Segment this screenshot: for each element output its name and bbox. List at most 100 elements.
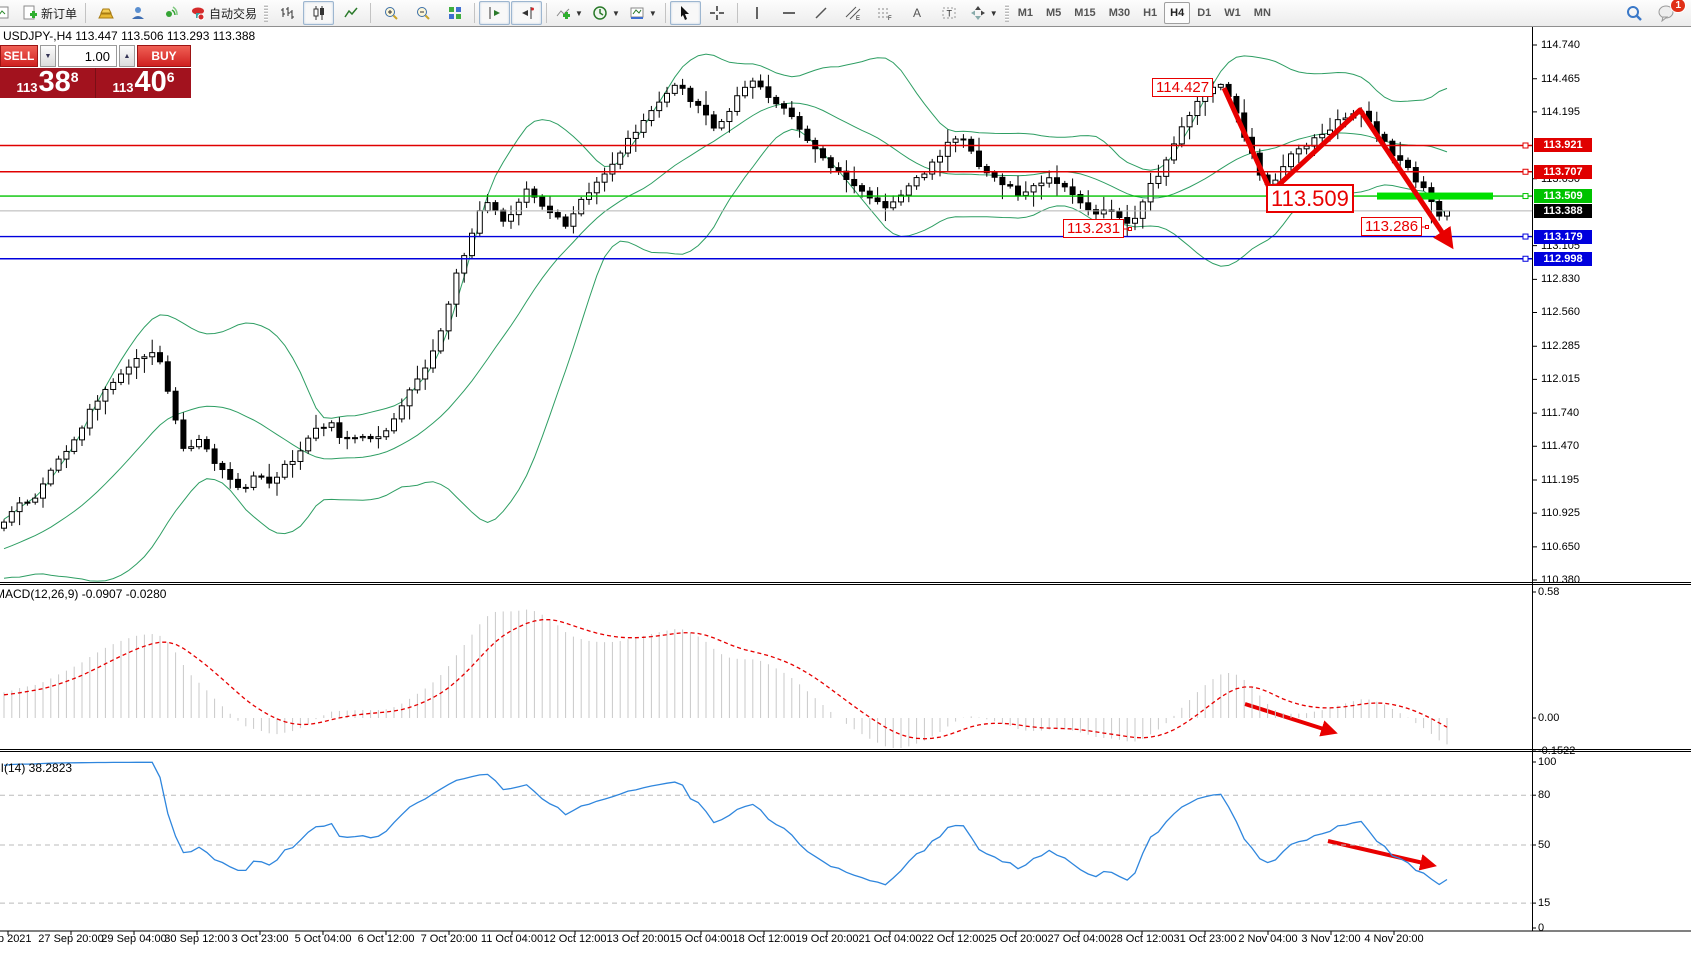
new-chart-button[interactable] — [0, 1, 17, 25]
crosshair-icon — [710, 6, 725, 20]
volume-decrease-button[interactable]: ▼ — [40, 45, 56, 67]
line-chart-icon — [343, 7, 358, 18]
zoom-in-icon — [384, 7, 398, 20]
signals-button[interactable] — [154, 1, 185, 25]
chart-canvas[interactable] — [0, 26, 1691, 948]
notifications-button[interactable]: 1 — [1650, 0, 1686, 25]
indicators-icon — [556, 8, 571, 19]
tab-m30[interactable]: M30 — [1108, 7, 1131, 19]
text-label-button[interactable]: T — [934, 1, 965, 25]
bid-price-main: 38 — [38, 66, 71, 99]
tab-h4[interactable]: H4 — [1164, 2, 1191, 24]
new-order-icon — [23, 5, 37, 20]
toolbar-grip — [1004, 4, 1009, 22]
toolbar-separator — [474, 3, 476, 23]
gold-ingot-icon — [97, 8, 114, 19]
toolbar-separator — [370, 3, 372, 23]
line-chart-button[interactable] — [335, 1, 366, 25]
cursor-button[interactable] — [669, 1, 701, 25]
fibonacci-button[interactable]: F — [870, 1, 901, 25]
volume-increase-button[interactable]: ▲ — [119, 45, 135, 67]
horizontal-line-icon — [783, 12, 796, 14]
toolbar-separator — [85, 3, 87, 23]
bid-price-prefix: 113 — [16, 79, 38, 95]
sell-button[interactable]: SELL — [0, 45, 38, 67]
auto-trading-button[interactable]: 自动交易 — [186, 1, 261, 25]
search-button[interactable] — [1618, 1, 1649, 25]
ask-price[interactable]: 113 40 6 — [96, 68, 191, 98]
tab-h1[interactable]: H1 — [1143, 7, 1158, 19]
toolbar-separator — [546, 3, 548, 23]
auto-trading-label: 自动交易 — [209, 6, 258, 21]
arrows-button[interactable]: ▼ — [966, 1, 1002, 25]
auto-scroll-button[interactable] — [479, 1, 511, 25]
tab-m15[interactable]: M15 — [1074, 7, 1096, 19]
text-button[interactable]: A — [902, 1, 933, 25]
svg-text:F: F — [888, 16, 892, 21]
volume-input[interactable]: 1.00 — [58, 45, 117, 67]
toolbar-separator — [736, 3, 738, 23]
tile-windows-icon — [448, 7, 461, 19]
main-toolbar: 新订单 自动交易 ▼ ▼ — [0, 0, 1691, 27]
dropdown-caret: ▼ — [575, 8, 583, 18]
dropdown-caret: ▼ — [611, 8, 620, 18]
candle-chart-icon — [313, 6, 324, 20]
arrows-shape-icon — [970, 6, 985, 20]
dropdown-caret: ▼ — [989, 8, 998, 18]
periods-clock-icon — [593, 6, 607, 20]
bar-chart-button[interactable] — [271, 1, 302, 25]
crosshair-button[interactable] — [702, 1, 733, 25]
tile-windows-button[interactable] — [439, 1, 470, 25]
cursor-icon — [681, 6, 690, 20]
tab-w1[interactable]: W1 — [1224, 7, 1241, 19]
tab-m5[interactable]: M5 — [1046, 7, 1062, 19]
indicators-button[interactable]: ▼ — [551, 1, 587, 25]
candle-chart-button[interactable] — [303, 1, 335, 25]
signals-icon — [165, 6, 178, 17]
vertical-line-button[interactable] — [742, 1, 773, 25]
tab-m1[interactable]: M1 — [1017, 7, 1033, 19]
ask-price-pip: 6 — [166, 69, 175, 85]
bid-price[interactable]: 113 38 8 — [0, 68, 96, 98]
community-button[interactable] — [122, 1, 153, 25]
one-click-trading-widget: SELL ▼ 1.00 ▲ BUY 113 38 8 113 40 6 — [0, 45, 191, 98]
gold-button[interactable] — [90, 1, 121, 25]
horizontal-line-button[interactable] — [774, 1, 805, 25]
text-icon: A — [913, 6, 921, 20]
toolbar-separator — [664, 3, 666, 23]
ask-price-main: 40 — [134, 66, 167, 99]
new-order-button[interactable]: 新订单 — [18, 1, 81, 25]
zoom-out-icon — [416, 7, 430, 20]
trendline-button[interactable] — [806, 1, 837, 25]
channel-button[interactable]: E — [838, 1, 869, 25]
auto-scroll-icon — [489, 7, 500, 19]
zoom-out-button[interactable] — [407, 1, 438, 25]
zoom-in-button[interactable] — [375, 1, 406, 25]
bid-price-pip: 8 — [70, 69, 79, 85]
trendline-icon — [815, 7, 827, 19]
ask-price-prefix: 113 — [112, 79, 134, 95]
periods-button[interactable]: ▼ — [588, 1, 624, 25]
chart-region[interactable] — [0, 26, 1691, 948]
chart-shift-button[interactable] — [511, 1, 543, 25]
auto-trading-icon — [192, 7, 205, 21]
dropdown-caret: ▼ — [648, 8, 657, 18]
bar-chart-icon — [280, 7, 294, 19]
templates-icon — [630, 7, 644, 19]
search-icon — [1626, 6, 1642, 21]
vertical-line-icon — [756, 7, 759, 19]
tab-d1[interactable]: D1 — [1197, 7, 1212, 19]
templates-button[interactable]: ▼ — [625, 1, 661, 25]
notification-balloon-icon — [1658, 5, 1673, 22]
svg-text:T: T — [947, 9, 953, 19]
svg-text:A: A — [913, 6, 921, 20]
buy-button[interactable]: BUY — [137, 45, 191, 67]
text-label-icon: T — [942, 7, 956, 19]
new-order-label: 新订单 — [41, 6, 78, 21]
notification-badge: 1 — [1670, 0, 1686, 13]
equidistant-channel-icon: E — [845, 6, 861, 21]
svg-text:E: E — [856, 16, 860, 21]
community-person-icon — [131, 7, 144, 19]
chart-shift-icon — [521, 7, 534, 19]
tab-mn[interactable]: MN — [1253, 7, 1271, 19]
